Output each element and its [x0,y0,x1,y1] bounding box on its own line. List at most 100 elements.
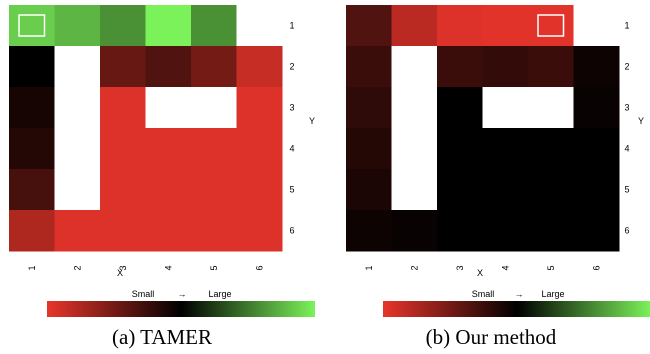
y-tick-label: 5 [289,185,294,195]
heatmap-cell [346,128,392,170]
heatmap-cell [191,46,237,88]
heatmap-cell [191,169,237,211]
heatmap-cell [346,5,392,47]
heatmap-cell [391,210,438,252]
heatmap-cell [236,210,283,252]
marked-cell-outline [18,14,46,37]
legend-arrow: → [178,289,187,299]
heatmap-cell [191,5,237,47]
heatmap-cell [437,128,483,170]
x-tick-label: 3 [118,265,128,270]
caption-tamer: (a) TAMER [112,325,212,349]
heatmap-cell [191,128,237,170]
heatmap-cell-blocked [528,87,574,129]
heatmap-cell [346,46,392,88]
heatmap-cell [100,128,146,170]
y-tick-label: 5 [624,185,629,195]
legend-colorbar [383,301,650,317]
heatmap-cell-blocked [391,46,438,88]
heatmap-cell [528,169,574,211]
heatmap-cell-blocked [191,87,237,129]
y-tick-label: 3 [624,103,629,113]
heatmap-cell-blocked [145,87,192,129]
caption-our-method: (b) Our method [426,325,557,349]
heatmap-cell [528,46,574,88]
heatmap-cell [573,128,620,170]
heatmap-cell [573,46,620,88]
heatmap-cell [437,210,483,252]
y-tick-label: 2 [624,62,629,72]
heatmap-our-method: 1 2 3 4 5 6 Y 1 2 3 4 5 6 X [346,5,644,278]
y-axis-label: Y [638,116,644,126]
x-tick-label: 1 [27,265,37,270]
legend-arrow: → [515,289,524,299]
heatmap-cell [346,169,392,211]
heatmap-cell [236,169,283,211]
heatmap-cell [9,210,55,252]
heatmap-cell [100,87,146,129]
heatmap-cell-blocked [391,169,438,211]
heatmap-cell [346,87,392,129]
legend-small-label: Small [132,289,155,299]
heatmap-cell-blocked [236,5,283,47]
heatmap-cell [236,87,283,129]
y-tick-label: 6 [624,226,629,236]
heatmap-cell [9,5,55,47]
x-tick-label: 5 [209,265,219,270]
heatmap-cell [145,5,192,47]
legend-small-label: Small [472,289,495,299]
heatmap-cell [54,5,101,47]
heatmap-cell [482,128,529,170]
heatmap-cell [9,87,55,129]
marked-cell-outline [537,14,565,37]
x-axis-label: X [117,268,123,278]
x-tick-label: 6 [254,265,264,270]
x-tick-label: 5 [546,265,556,270]
y-tick-label: 4 [624,144,629,154]
heatmap-cell-blocked [54,46,101,88]
y-tick-label: 1 [624,21,629,31]
heatmap-cell [346,210,392,252]
heatmap-cell [9,46,55,88]
heatmap-cell [100,169,146,211]
heatmap-cell [573,169,620,211]
heatmap-cell [54,210,101,252]
x-tick-label: 2 [72,265,82,270]
x-tick-label: 4 [500,265,510,270]
heatmap-cell-blocked [573,5,620,47]
y-axis-label: Y [309,116,315,126]
heatmap-cell [482,5,529,47]
heatmap-cell-blocked [54,87,101,129]
heatmap-cell-blocked [54,128,101,170]
y-tick-label: 2 [289,62,294,72]
heatmap-cell-blocked [391,128,438,170]
heatmap-cell [236,46,283,88]
heatmap-cell [236,128,283,170]
heatmap-cell-blocked [482,87,529,129]
heatmap-cell [145,210,192,252]
heatmap-cell [145,46,192,88]
x-tick-label: 1 [364,265,374,270]
heatmap-cell [482,169,529,211]
legend-large-label: Large [208,289,231,299]
heatmap-tamer: 1 2 3 4 5 6 Y 1 2 3 4 5 6 X [9,5,315,278]
y-tick-label: 4 [289,144,294,154]
heatmap-cell [482,210,529,252]
heatmap-cell [145,128,192,170]
heatmap-cell [437,87,483,129]
x-tick-label: 3 [455,265,465,270]
x-tick-label: 2 [409,265,419,270]
heatmap-cell [528,210,574,252]
x-tick-label: 6 [591,265,601,270]
heatmap-cell [437,5,483,47]
heatmap-cell [9,169,55,211]
heatmap-cell [573,87,620,129]
legend-large-label: Large [541,289,564,299]
heatmap-cell [437,46,483,88]
heatmap-cell [100,46,146,88]
y-tick-label: 6 [289,226,294,236]
heatmap-cell [437,169,483,211]
x-tick-label: 4 [163,265,173,270]
heatmap-cell [482,46,529,88]
